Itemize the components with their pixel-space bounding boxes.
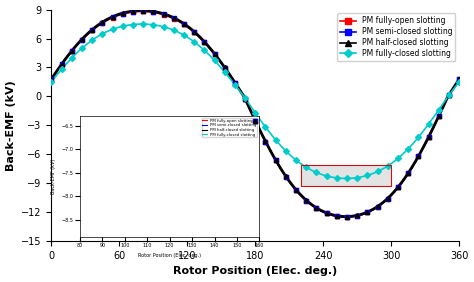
X-axis label: Rotor Position (Elec. deg.): Rotor Position (Elec. deg.)	[173, 266, 337, 276]
Bar	[301, 165, 391, 186]
Bar	[301, 165, 391, 186]
Y-axis label: Back-EMF (kV): Back-EMF (kV)	[6, 80, 16, 171]
Legend: PM fully-open slotting, PM semi-closed slotting, PM half-closed slotting, PM ful: PM fully-open slotting, PM semi-closed s…	[337, 13, 456, 61]
